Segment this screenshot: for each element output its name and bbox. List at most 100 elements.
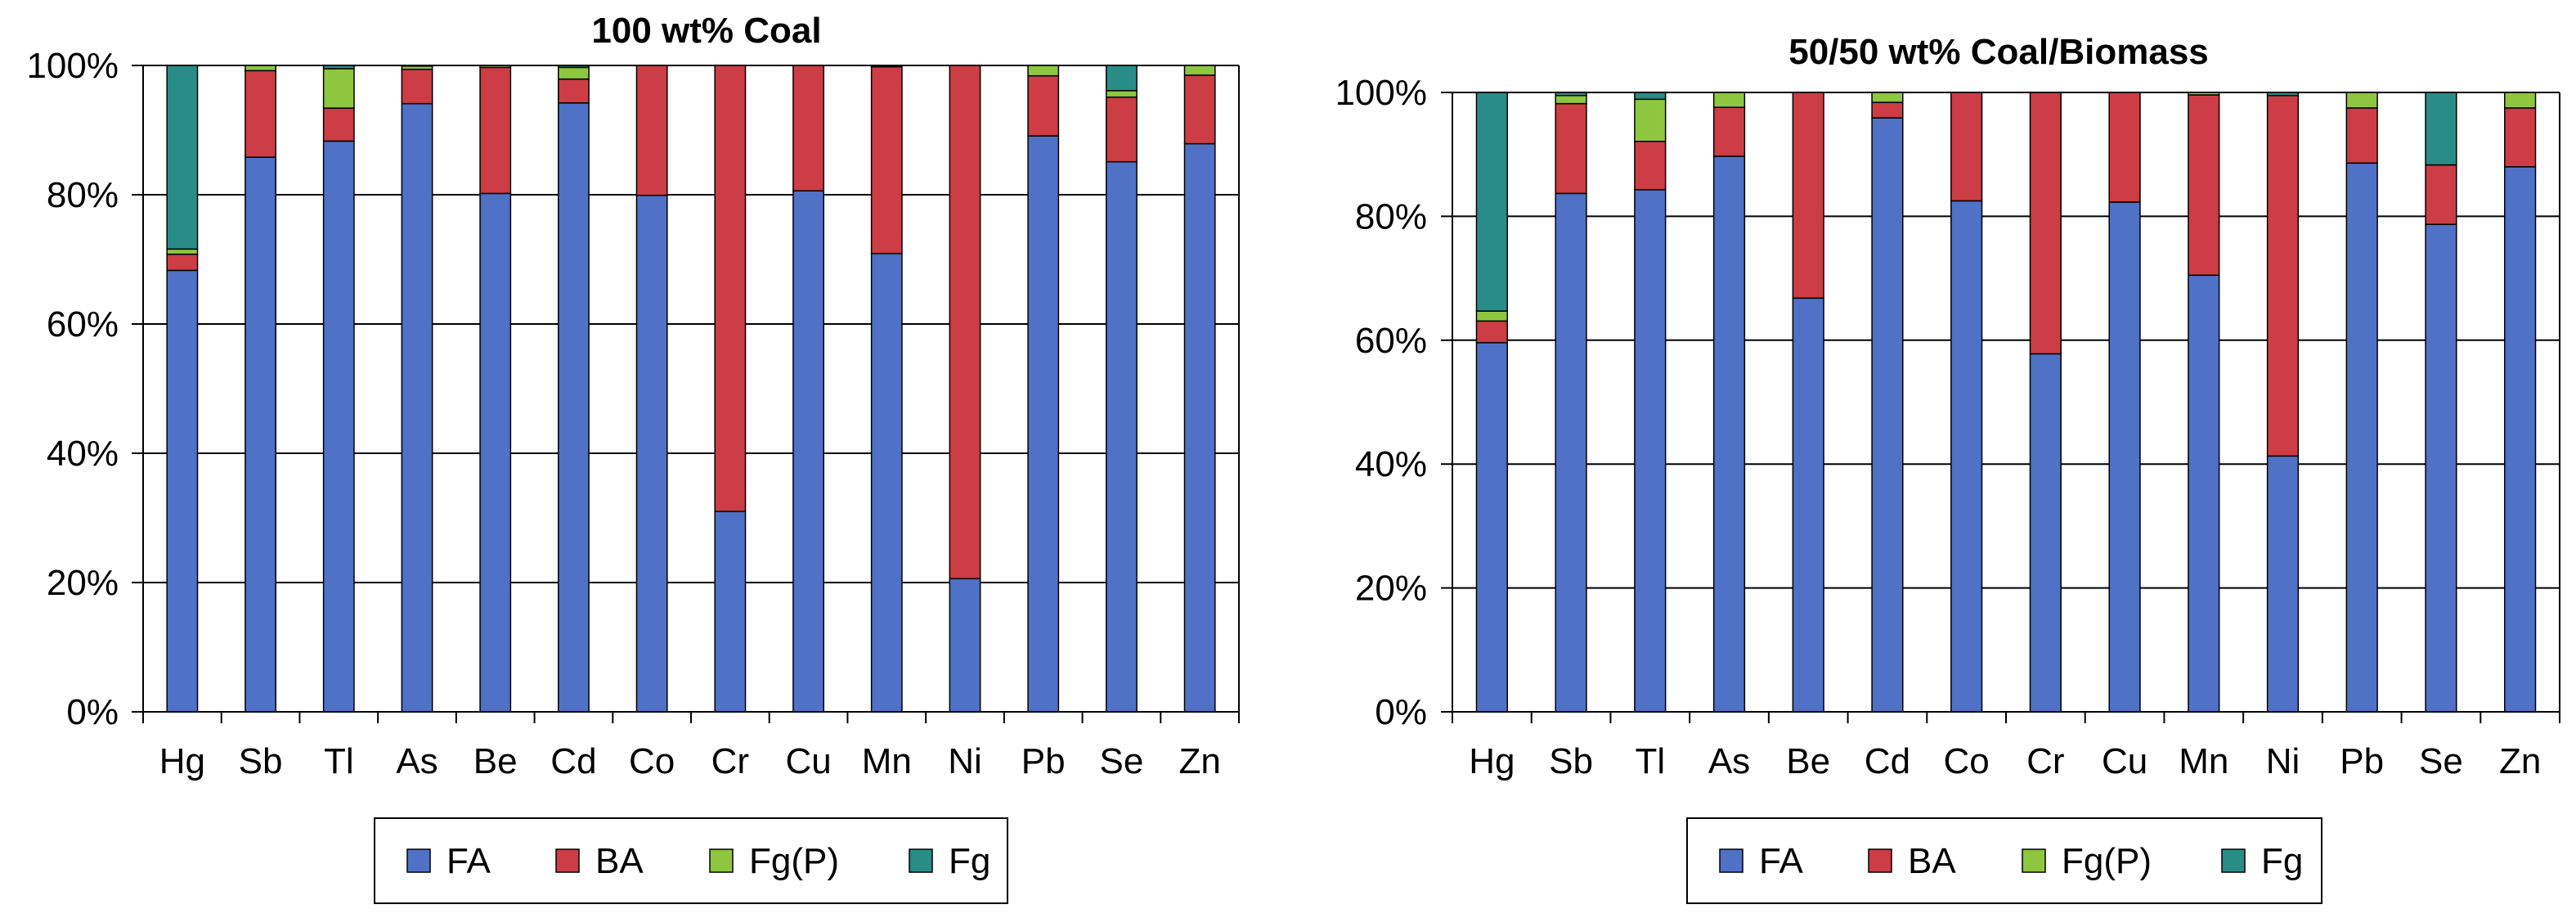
bar-segment-fgp-mn — [2188, 92, 2220, 96]
bar-segment-ba-be — [479, 66, 512, 195]
legend-label: Fg(P) — [2062, 841, 2152, 881]
x-tick-label: Sb — [239, 741, 283, 781]
x-tick-label: Hg — [159, 741, 205, 781]
x-tick-label: Pb — [1021, 741, 1066, 781]
bar-segment-ba-hg — [166, 253, 199, 272]
bar-segment-fa-se — [2425, 223, 2457, 713]
bar-segment-fg-hg — [166, 65, 199, 250]
legend-label: FA — [1759, 841, 1803, 881]
legend-label: Fg — [949, 841, 990, 881]
legend-swatch — [2022, 848, 2046, 873]
axes — [1441, 92, 2560, 723]
bar-segment-fa-cu — [792, 190, 824, 713]
x-tick-label: Mn — [862, 741, 912, 781]
bar-segment-fa-tl — [1634, 189, 1667, 713]
bar-segment-ba-se — [1106, 96, 1138, 163]
bar-segment-fgp-pb — [2345, 92, 2378, 109]
bar-segment-fgp-tl — [1634, 98, 1667, 142]
x-tick-label: Sb — [1549, 741, 1593, 781]
legend: FA BA Fg(P) Fg — [374, 817, 1008, 904]
bar-segment-fg-tl — [322, 65, 355, 70]
y-tick-labels: 0% 20% 40% 60% 80% 100% — [1335, 73, 1427, 732]
bar-segment-fa-hg — [166, 269, 199, 713]
gridlines — [1452, 92, 2560, 589]
bar-segment-ba-cu — [2108, 92, 2141, 203]
bar-segment-fgp-cd — [1871, 92, 1904, 103]
bar-segment-fa-cu — [2108, 201, 2141, 713]
bar-segment-ba-cu — [792, 65, 824, 192]
bar-segment-fa-mn — [2188, 274, 2220, 713]
bar-segment-fg-sb — [1555, 92, 1587, 97]
x-tick-label: Hg — [1469, 741, 1515, 781]
bar-segment-fa-pb — [1027, 135, 1060, 713]
y-tick-label: 100% — [1335, 73, 1427, 113]
bar-segment-fa-pb — [2345, 162, 2378, 713]
bar-segment-fgp-hg — [166, 248, 199, 255]
bar-segment-fa-tl — [322, 140, 355, 713]
x-tick-label: Cu — [2102, 741, 2147, 781]
bar-segment-fa-cd — [1871, 117, 1904, 713]
x-tick-label: Zn — [1178, 741, 1220, 781]
bar-segment-fa-zn — [2504, 166, 2537, 713]
bar-segment-fgp-sb — [1555, 95, 1587, 105]
x-tick-label: Be — [1786, 741, 1830, 781]
legend-label: BA — [595, 841, 644, 881]
bar-segment-ba-as — [401, 68, 433, 105]
bar-segment-fa-ni — [2266, 455, 2300, 713]
legend-swatch — [2221, 848, 2246, 873]
bar-segment-ba-sb — [245, 70, 276, 158]
bar-segment-fg-hg — [1475, 92, 1508, 312]
bar-segment-ba-zn — [2504, 107, 2537, 168]
x-tick-label: Se — [2419, 741, 2463, 781]
bar-segment-fg-se — [2425, 92, 2457, 166]
legend-label: FA — [447, 841, 491, 881]
chart-coal-biomass: 50/50 wt% Coal/Biomass 0% 20% 40% 60% 80% 100… — [1335, 32, 2560, 904]
bar-segment-ba-pb — [2345, 107, 2378, 164]
bars — [166, 65, 1216, 713]
x-tick-label: Co — [629, 741, 675, 781]
bar-segment-fa-cr — [714, 511, 747, 713]
x-tick-label: Ni — [948, 741, 982, 781]
bar-segment-ba-tl — [322, 107, 355, 142]
legend-box — [374, 817, 1008, 904]
bar-segment-fa-be — [1792, 297, 1824, 713]
bar-segment-ba-pb — [1027, 74, 1060, 137]
x-tick-label: Zn — [2499, 741, 2541, 781]
bar-segment-fgp-pb — [1027, 65, 1060, 77]
bar-segment-ba-ni — [2266, 95, 2300, 457]
legend-label: Fg — [2261, 841, 2303, 881]
bar-segment-fa-co — [635, 195, 668, 713]
bar-segment-ba-co — [1950, 92, 1983, 202]
y-tick-label: 80% — [1355, 196, 1427, 236]
x-tick-label: Cd — [1865, 741, 1910, 781]
bar-segment-fa-as — [1712, 155, 1746, 713]
x-tick-label: Cd — [550, 741, 596, 781]
bar-segment-ba-cd — [558, 78, 590, 104]
x-tick-label: Tl — [1635, 741, 1665, 781]
bar-segment-fgp-be — [479, 65, 512, 69]
y-tick-label: 40% — [1355, 444, 1427, 484]
bar-segment-fa-zn — [1183, 142, 1216, 713]
bar-segment-fa-hg — [1475, 342, 1508, 713]
bar-segment-fa-ni — [949, 578, 981, 713]
bar-segment-ba-cr — [714, 65, 747, 512]
y-tick-labels: 0% 20% 40% 60% 80% 100% — [26, 46, 119, 732]
bar-segment-fa-cr — [2029, 353, 2062, 713]
x-tick-label: Pb — [2340, 741, 2384, 781]
y-tick-label: 60% — [47, 304, 119, 344]
x-tick-label: As — [1708, 741, 1750, 781]
bar-segment-fgp-sb — [245, 65, 276, 72]
x-tick-label: As — [396, 741, 438, 781]
bar-segment-ba-sb — [1555, 102, 1587, 195]
x-tick-label: Ni — [2266, 741, 2300, 781]
y-tick-label: 0% — [1375, 692, 1427, 732]
bar-segment-fg-se — [1106, 65, 1138, 92]
bar-segment-ba-as — [1712, 106, 1746, 157]
legend-swatch — [555, 848, 580, 873]
bar-segment-fg-tl — [1634, 92, 1667, 101]
bar-segment-ba-be — [1792, 92, 1824, 299]
y-tick-label: 100% — [26, 46, 119, 86]
bar-segment-fa-cd — [558, 102, 590, 713]
legend-swatch — [709, 848, 734, 873]
bar-segment-fg-cd — [558, 65, 590, 69]
